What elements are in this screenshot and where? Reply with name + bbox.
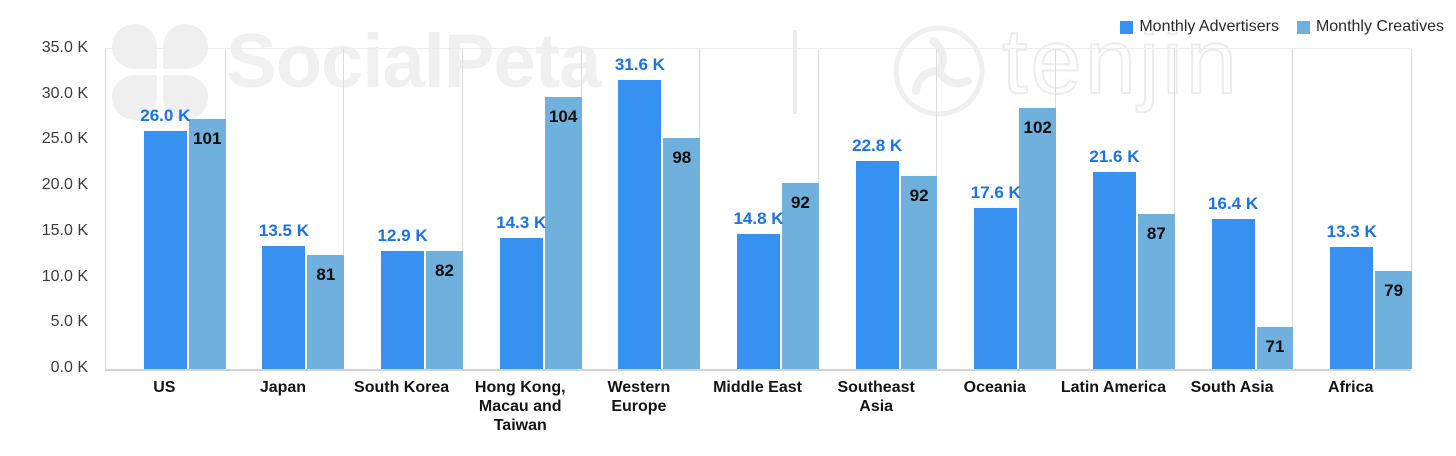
advertisers-value-label: 21.6 K bbox=[1089, 146, 1140, 166]
x-tick-label: Africa bbox=[1328, 379, 1374, 396]
creatives-value-label: 98 bbox=[672, 147, 692, 167]
logo-petal bbox=[112, 24, 157, 69]
creatives-value-label: 92 bbox=[790, 192, 810, 212]
category-column-southeast-asia: 22.8 K 92 bbox=[818, 49, 938, 369]
bar-monthly-creatives[interactable] bbox=[1019, 107, 1057, 369]
socialpeta-watermark-text: SocialPeta bbox=[226, 19, 601, 104]
category-column-south-korea: 12.9 K 82 bbox=[343, 49, 463, 369]
advertisers-value-label: 14.8 K bbox=[733, 208, 784, 228]
advertisers-value-label: 17.6 K bbox=[970, 183, 1021, 203]
legend: Monthly Advertisers Monthly Creatives bbox=[1120, 18, 1444, 36]
advertisers-swatch-icon bbox=[1120, 20, 1134, 34]
creatives-value-label: 81 bbox=[316, 264, 336, 284]
x-tick-label: Hong Kong, Macau and Taiwan bbox=[474, 379, 566, 434]
advertisers-value-label: 13.5 K bbox=[258, 220, 309, 240]
column-separator bbox=[343, 49, 345, 369]
creatives-value-label: 92 bbox=[909, 186, 929, 206]
tenjin-logo-icon bbox=[890, 22, 988, 120]
y-tick-label: 15.0 K bbox=[41, 221, 88, 239]
creatives-value-label: 87 bbox=[1146, 223, 1166, 243]
x-tick-label: Oceania bbox=[963, 379, 1026, 396]
category-column-middle-east: 14.8 K 92 bbox=[699, 49, 819, 369]
advertisers-value-label: 26.0 K bbox=[140, 106, 191, 126]
bar-monthly-advertisers[interactable] bbox=[855, 160, 899, 369]
bar-monthly-creatives[interactable] bbox=[900, 176, 938, 369]
advertisers-value-label: 22.8 K bbox=[852, 135, 903, 155]
creatives-value-label: 79 bbox=[1384, 281, 1404, 301]
bar-monthly-creatives[interactable] bbox=[188, 118, 226, 369]
creatives-value-label: 102 bbox=[1023, 117, 1052, 137]
bar-monthly-advertisers[interactable] bbox=[974, 208, 1018, 369]
bar-monthly-advertisers[interactable] bbox=[737, 233, 781, 369]
category-column-western-europe: 31.6 K 98 bbox=[581, 49, 701, 369]
y-tick-label: 30.0 K bbox=[41, 84, 88, 102]
category-column-oceania: 17.6 K 102 bbox=[936, 49, 1057, 369]
category-column-africa: 13.3 K 79 bbox=[1292, 49, 1413, 369]
x-tick-label: US bbox=[153, 379, 176, 396]
x-tick-label: Japan bbox=[259, 379, 307, 396]
category-column-latin-america: 21.6 K 87 bbox=[1055, 49, 1175, 369]
legend-item-monthly-creatives[interactable]: Monthly Creatives bbox=[1296, 18, 1444, 36]
bar-monthly-advertisers[interactable] bbox=[499, 238, 543, 369]
bar-monthly-creatives[interactable] bbox=[1137, 213, 1175, 369]
bar-monthly-creatives[interactable] bbox=[426, 251, 463, 369]
y-tick-label: 5.0 K bbox=[50, 313, 88, 331]
x-tick-label: South Korea bbox=[354, 379, 450, 396]
category-column-japan: 13.5 K 81 bbox=[225, 49, 345, 369]
x-tick-label: Southeast Asia bbox=[837, 379, 915, 415]
plot-area: 26.0 K 101 13.5 K 81 12.9 K 82 14.3 K 10… bbox=[105, 48, 1413, 371]
bar-monthly-creatives[interactable] bbox=[544, 97, 582, 369]
advertisers-value-label: 13.3 K bbox=[1326, 222, 1377, 242]
bar-monthly-creatives[interactable] bbox=[1256, 326, 1294, 369]
x-tick-label: South Asia bbox=[1190, 379, 1274, 396]
category-column-south-asia: 16.4 K 71 bbox=[1174, 49, 1294, 369]
advertisers-value-label: 31.6 K bbox=[614, 55, 665, 75]
bar-monthly-advertisers[interactable] bbox=[1211, 219, 1255, 369]
bar-monthly-advertisers[interactable] bbox=[1330, 247, 1374, 369]
y-tick-label: 35.0 K bbox=[41, 39, 88, 56]
column-separator bbox=[1411, 49, 1413, 369]
tenjin-watermark-text: tenjin bbox=[1001, 11, 1240, 113]
bar-monthly-advertisers[interactable] bbox=[618, 80, 662, 369]
bar-monthly-advertisers[interactable] bbox=[262, 245, 306, 369]
bar-monthly-advertisers[interactable] bbox=[143, 131, 187, 369]
bar-monthly-creatives[interactable] bbox=[1375, 271, 1413, 369]
logo-petal bbox=[112, 75, 157, 120]
advertisers-value-label: 14.3 K bbox=[496, 213, 547, 233]
bar-monthly-creatives[interactable] bbox=[782, 182, 819, 369]
category-column-us: 26.0 K 101 bbox=[106, 49, 226, 369]
advertisers-value-label: 12.9 K bbox=[377, 226, 428, 246]
bar-monthly-creatives[interactable] bbox=[307, 254, 345, 369]
creatives-value-label: 82 bbox=[435, 261, 454, 281]
y-tick-label: 0.0 K bbox=[50, 358, 88, 376]
legend-label: Monthly Advertisers bbox=[1139, 18, 1279, 35]
x-tick-label: Middle East bbox=[713, 379, 802, 396]
column-separator bbox=[1173, 49, 1175, 369]
bar-monthly-advertisers[interactable] bbox=[381, 251, 425, 369]
column-separator bbox=[1292, 49, 1294, 369]
creatives-value-label: 104 bbox=[548, 107, 578, 127]
x-tick-label: Western Europe bbox=[607, 379, 671, 415]
bar-monthly-creatives[interactable] bbox=[663, 137, 701, 369]
creatives-value-label: 101 bbox=[193, 128, 222, 148]
x-tick-label: Latin America bbox=[1060, 379, 1167, 396]
y-tick-label: 20.0 K bbox=[41, 176, 88, 194]
legend-label: Monthly Creatives bbox=[1315, 18, 1444, 35]
watermark-separator bbox=[793, 30, 797, 114]
y-tick-label: 10.0 K bbox=[41, 267, 88, 285]
creatives-swatch-icon bbox=[1296, 20, 1310, 34]
x-axis: US Japan South Korea Hong Kong, Macau an… bbox=[105, 378, 1410, 435]
logo-petal bbox=[163, 24, 208, 69]
logo-petal bbox=[163, 75, 208, 120]
advertisers-value-label: 16.4 K bbox=[1208, 194, 1259, 214]
bar-monthly-advertisers[interactable] bbox=[1092, 171, 1136, 369]
category-column-hong-kong-macau-taiwan: 14.3 K 104 bbox=[462, 49, 582, 369]
legend-item-monthly-advertisers[interactable]: Monthly Advertisers bbox=[1120, 18, 1279, 36]
creatives-value-label: 71 bbox=[1265, 336, 1285, 356]
y-axis: 35.0 K 30.0 K 25.0 K 20.0 K 15.0 K 10.0 … bbox=[0, 39, 88, 377]
socialpeta-logo-icon bbox=[112, 24, 208, 120]
y-tick-label: 25.0 K bbox=[41, 130, 88, 148]
column-separator bbox=[461, 49, 463, 369]
